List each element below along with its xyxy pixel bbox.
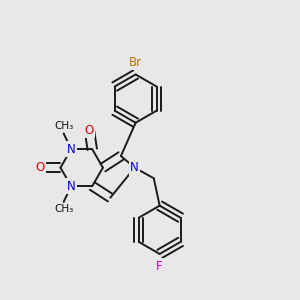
Text: CH₃: CH₃ [54,121,73,131]
Text: N: N [67,179,76,193]
Text: O: O [85,124,94,137]
Text: F: F [156,260,163,273]
Text: Br: Br [129,56,142,69]
Text: CH₃: CH₃ [54,204,73,214]
Text: N: N [130,161,139,174]
Text: N: N [67,143,76,156]
Text: O: O [36,161,45,174]
